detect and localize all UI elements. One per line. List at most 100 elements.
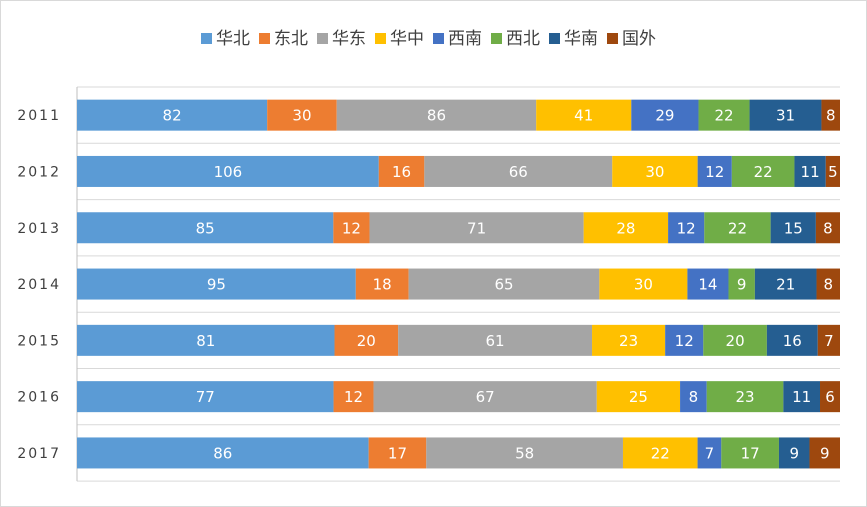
legend-swatch <box>375 33 386 44</box>
data-label: 9 <box>789 444 799 462</box>
legend-swatch <box>491 33 502 44</box>
bar-segment <box>770 212 816 244</box>
category-label: 2013 <box>17 221 61 237</box>
data-label: 22 <box>651 444 670 462</box>
data-label: 65 <box>494 276 513 294</box>
legend-label: 华南 <box>564 29 598 49</box>
bar-segment <box>731 155 795 187</box>
legend-swatch <box>259 33 270 44</box>
bar-segment <box>77 381 334 413</box>
data-label: 22 <box>728 219 747 237</box>
data-label: 20 <box>357 332 376 350</box>
data-label: 61 <box>486 332 505 350</box>
legend-label: 西北 <box>506 29 540 49</box>
legend-label: 华北 <box>216 29 250 49</box>
data-label: 17 <box>388 444 407 462</box>
bar-segment <box>77 99 268 131</box>
data-label: 12 <box>344 388 363 406</box>
data-label: 85 <box>196 219 215 237</box>
data-label: 67 <box>476 388 495 406</box>
bar-segment <box>794 155 826 187</box>
bar-segment <box>77 155 379 187</box>
data-label: 12 <box>705 163 724 181</box>
bar-segment <box>267 99 337 131</box>
bar-segment <box>424 155 613 187</box>
bar-segment <box>583 212 669 244</box>
legend-label: 西南 <box>448 29 482 49</box>
data-label: 86 <box>213 444 232 462</box>
data-label: 82 <box>163 107 182 125</box>
bar-segment <box>809 437 840 469</box>
data-label: 12 <box>342 219 361 237</box>
bar-segment <box>766 324 818 356</box>
bar-segment <box>728 268 755 300</box>
legend-label: 东北 <box>274 29 308 49</box>
bar-segment <box>596 381 681 413</box>
data-label: 22 <box>714 107 733 125</box>
bar-segment <box>820 381 840 413</box>
bar-segment <box>333 381 374 413</box>
data-label: 30 <box>292 107 311 125</box>
data-label: 81 <box>196 332 215 350</box>
category-label: 2011 <box>17 108 61 124</box>
legend-label: 华东 <box>332 29 366 49</box>
data-label: 28 <box>616 219 635 237</box>
data-label: 7 <box>824 332 834 350</box>
data-label: 15 <box>784 219 803 237</box>
data-label: 5 <box>828 163 838 181</box>
data-label: 66 <box>509 163 528 181</box>
data-label: 8 <box>823 219 833 237</box>
data-label: 16 <box>392 163 411 181</box>
data-label: 8 <box>689 388 699 406</box>
bar-segment <box>687 268 729 300</box>
bar-segment <box>825 155 840 187</box>
bar-segment <box>778 437 810 469</box>
bar-segment <box>612 155 698 187</box>
legend-label: 华中 <box>390 29 424 49</box>
data-label: 31 <box>776 107 795 125</box>
bar-segment <box>703 324 767 356</box>
data-label: 14 <box>698 276 717 294</box>
data-label: 12 <box>675 332 694 350</box>
data-label: 106 <box>214 163 243 181</box>
data-label: 9 <box>737 276 747 294</box>
legend-swatch <box>607 33 618 44</box>
bar-segment <box>697 437 722 469</box>
data-label: 86 <box>427 107 446 125</box>
data-label: 29 <box>655 107 674 125</box>
data-label: 7 <box>705 444 715 462</box>
bar-segment <box>631 99 699 131</box>
bar-segment <box>77 437 369 469</box>
bar-segment <box>817 324 840 356</box>
bar-segment <box>398 324 593 356</box>
legend-label: 国外 <box>622 29 656 49</box>
category-label: 2017 <box>17 446 61 462</box>
bar-segment <box>754 268 817 300</box>
bar-segment <box>426 437 623 469</box>
bar-segment <box>373 381 597 413</box>
bar-segment <box>697 155 732 187</box>
data-label: 25 <box>629 388 648 406</box>
bar-segment <box>336 99 537 131</box>
data-label: 21 <box>776 276 795 294</box>
data-label: 16 <box>783 332 802 350</box>
category-label: 2012 <box>17 164 61 180</box>
data-label: 23 <box>735 388 754 406</box>
legend-swatch <box>317 33 328 44</box>
bar-segment <box>368 437 427 469</box>
bar-segment <box>355 268 409 300</box>
data-label: 41 <box>574 107 593 125</box>
legend-swatch <box>201 33 212 44</box>
bar-segment <box>77 268 356 300</box>
bar-segment <box>721 437 779 469</box>
data-label: 77 <box>196 388 215 406</box>
bar-segment <box>334 324 399 356</box>
data-label: 17 <box>741 444 760 462</box>
bar-segment <box>680 381 707 413</box>
bar-segment <box>77 324 335 356</box>
bar-segment <box>378 155 425 187</box>
bar-segment <box>749 99 822 131</box>
bar-segment <box>592 324 666 356</box>
